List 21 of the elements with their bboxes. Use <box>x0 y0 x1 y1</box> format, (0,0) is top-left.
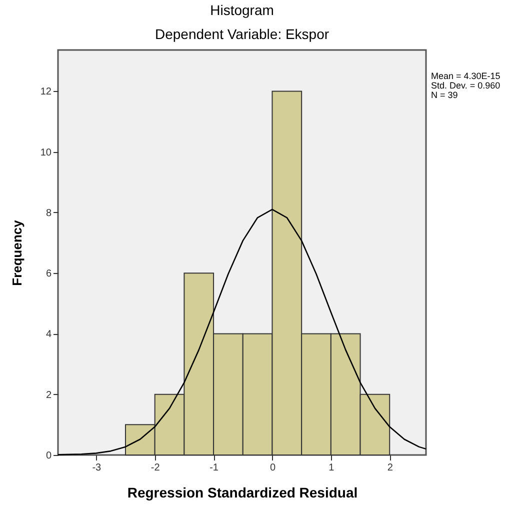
y-tick-label: 0 <box>46 450 52 462</box>
text: N = 39 <box>431 90 458 100</box>
text: Std. Dev. = 0.960 <box>431 80 500 90</box>
chart-subtitle: Dependent Variable: Ekspor <box>154 26 330 42</box>
chart-title: Histogram <box>210 2 274 18</box>
y-tick-label: 2 <box>46 390 52 401</box>
line-series <box>57 208 427 456</box>
x-tick-label: -2 <box>150 462 160 474</box>
y-tick-label: 12 <box>40 86 52 98</box>
x-axis-title: Regression Standardized Residual <box>127 484 358 500</box>
y-tick-label: 6 <box>46 268 52 280</box>
y-tick-label: 4 <box>46 329 52 340</box>
y-tick-label: 8 <box>46 208 52 219</box>
text: Mean = 4.30E-15 <box>431 71 500 81</box>
y-tick-label: 10 <box>40 147 52 158</box>
x-tick-label: 2 <box>387 462 394 474</box>
x-tick-label: -3 <box>92 462 102 474</box>
y-axis-title: Frequency <box>9 219 24 286</box>
x-tick-label: 0 <box>270 462 276 474</box>
x-tick-label: -1 <box>210 462 219 474</box>
x-tick-label: 1 <box>328 462 335 474</box>
